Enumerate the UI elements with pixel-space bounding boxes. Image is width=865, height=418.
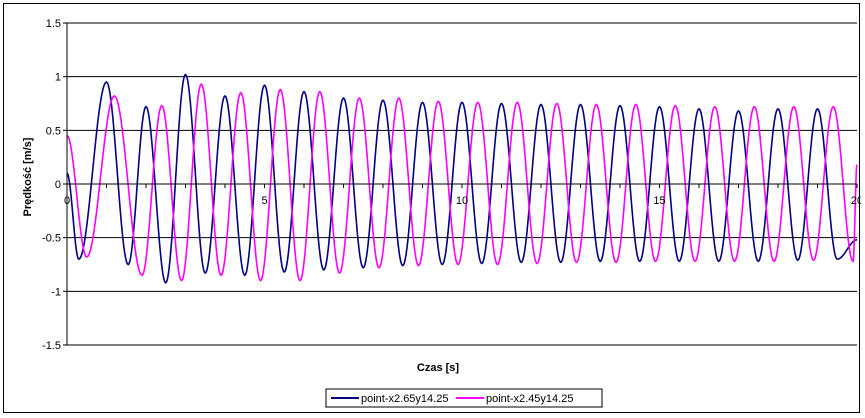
y-tick-label-6: 1.5 — [46, 18, 61, 30]
x-tick-label-4: 20 — [851, 195, 861, 207]
legend: point-x2.65y14.25 point-x2.45y14.25 — [325, 388, 603, 408]
y-tick-label-1: -1 — [51, 286, 61, 298]
y-tick-label-3: 0 — [55, 179, 61, 191]
x-axis-label: Czas [s] — [417, 362, 460, 374]
x-tick-label-0: 0 — [64, 195, 70, 207]
y-tick-label-4: 0.5 — [46, 125, 61, 137]
chart-frame: -1.5 -1 -0.5 0 0.5 1 1.5 0 5 10 15 20 Prędkość [m/s… — [3, 3, 861, 413]
x-tick-label-3: 15 — [653, 195, 665, 207]
legend-label-series-1: point-x2.65y14.25 — [361, 393, 448, 405]
legend-label-series-2: point-x2.45y14.25 — [486, 393, 573, 405]
x-tick-label-1: 5 — [261, 195, 267, 207]
y-axis-label: Prędkość [m/s] — [22, 137, 34, 216]
y-tick-label-2: -0.5 — [42, 233, 61, 245]
y-tick-label-5: 1 — [55, 72, 61, 84]
series-line-2 — [66, 83, 858, 282]
y-tick-label-0: -1.5 — [42, 340, 61, 352]
x-tick-label-2: 10 — [456, 195, 468, 207]
series-line-1 — [66, 73, 858, 284]
chart-svg: -1.5 -1 -0.5 0 0.5 1 1.5 0 5 10 15 20 Prędkość [m/s… — [22, 18, 861, 408]
